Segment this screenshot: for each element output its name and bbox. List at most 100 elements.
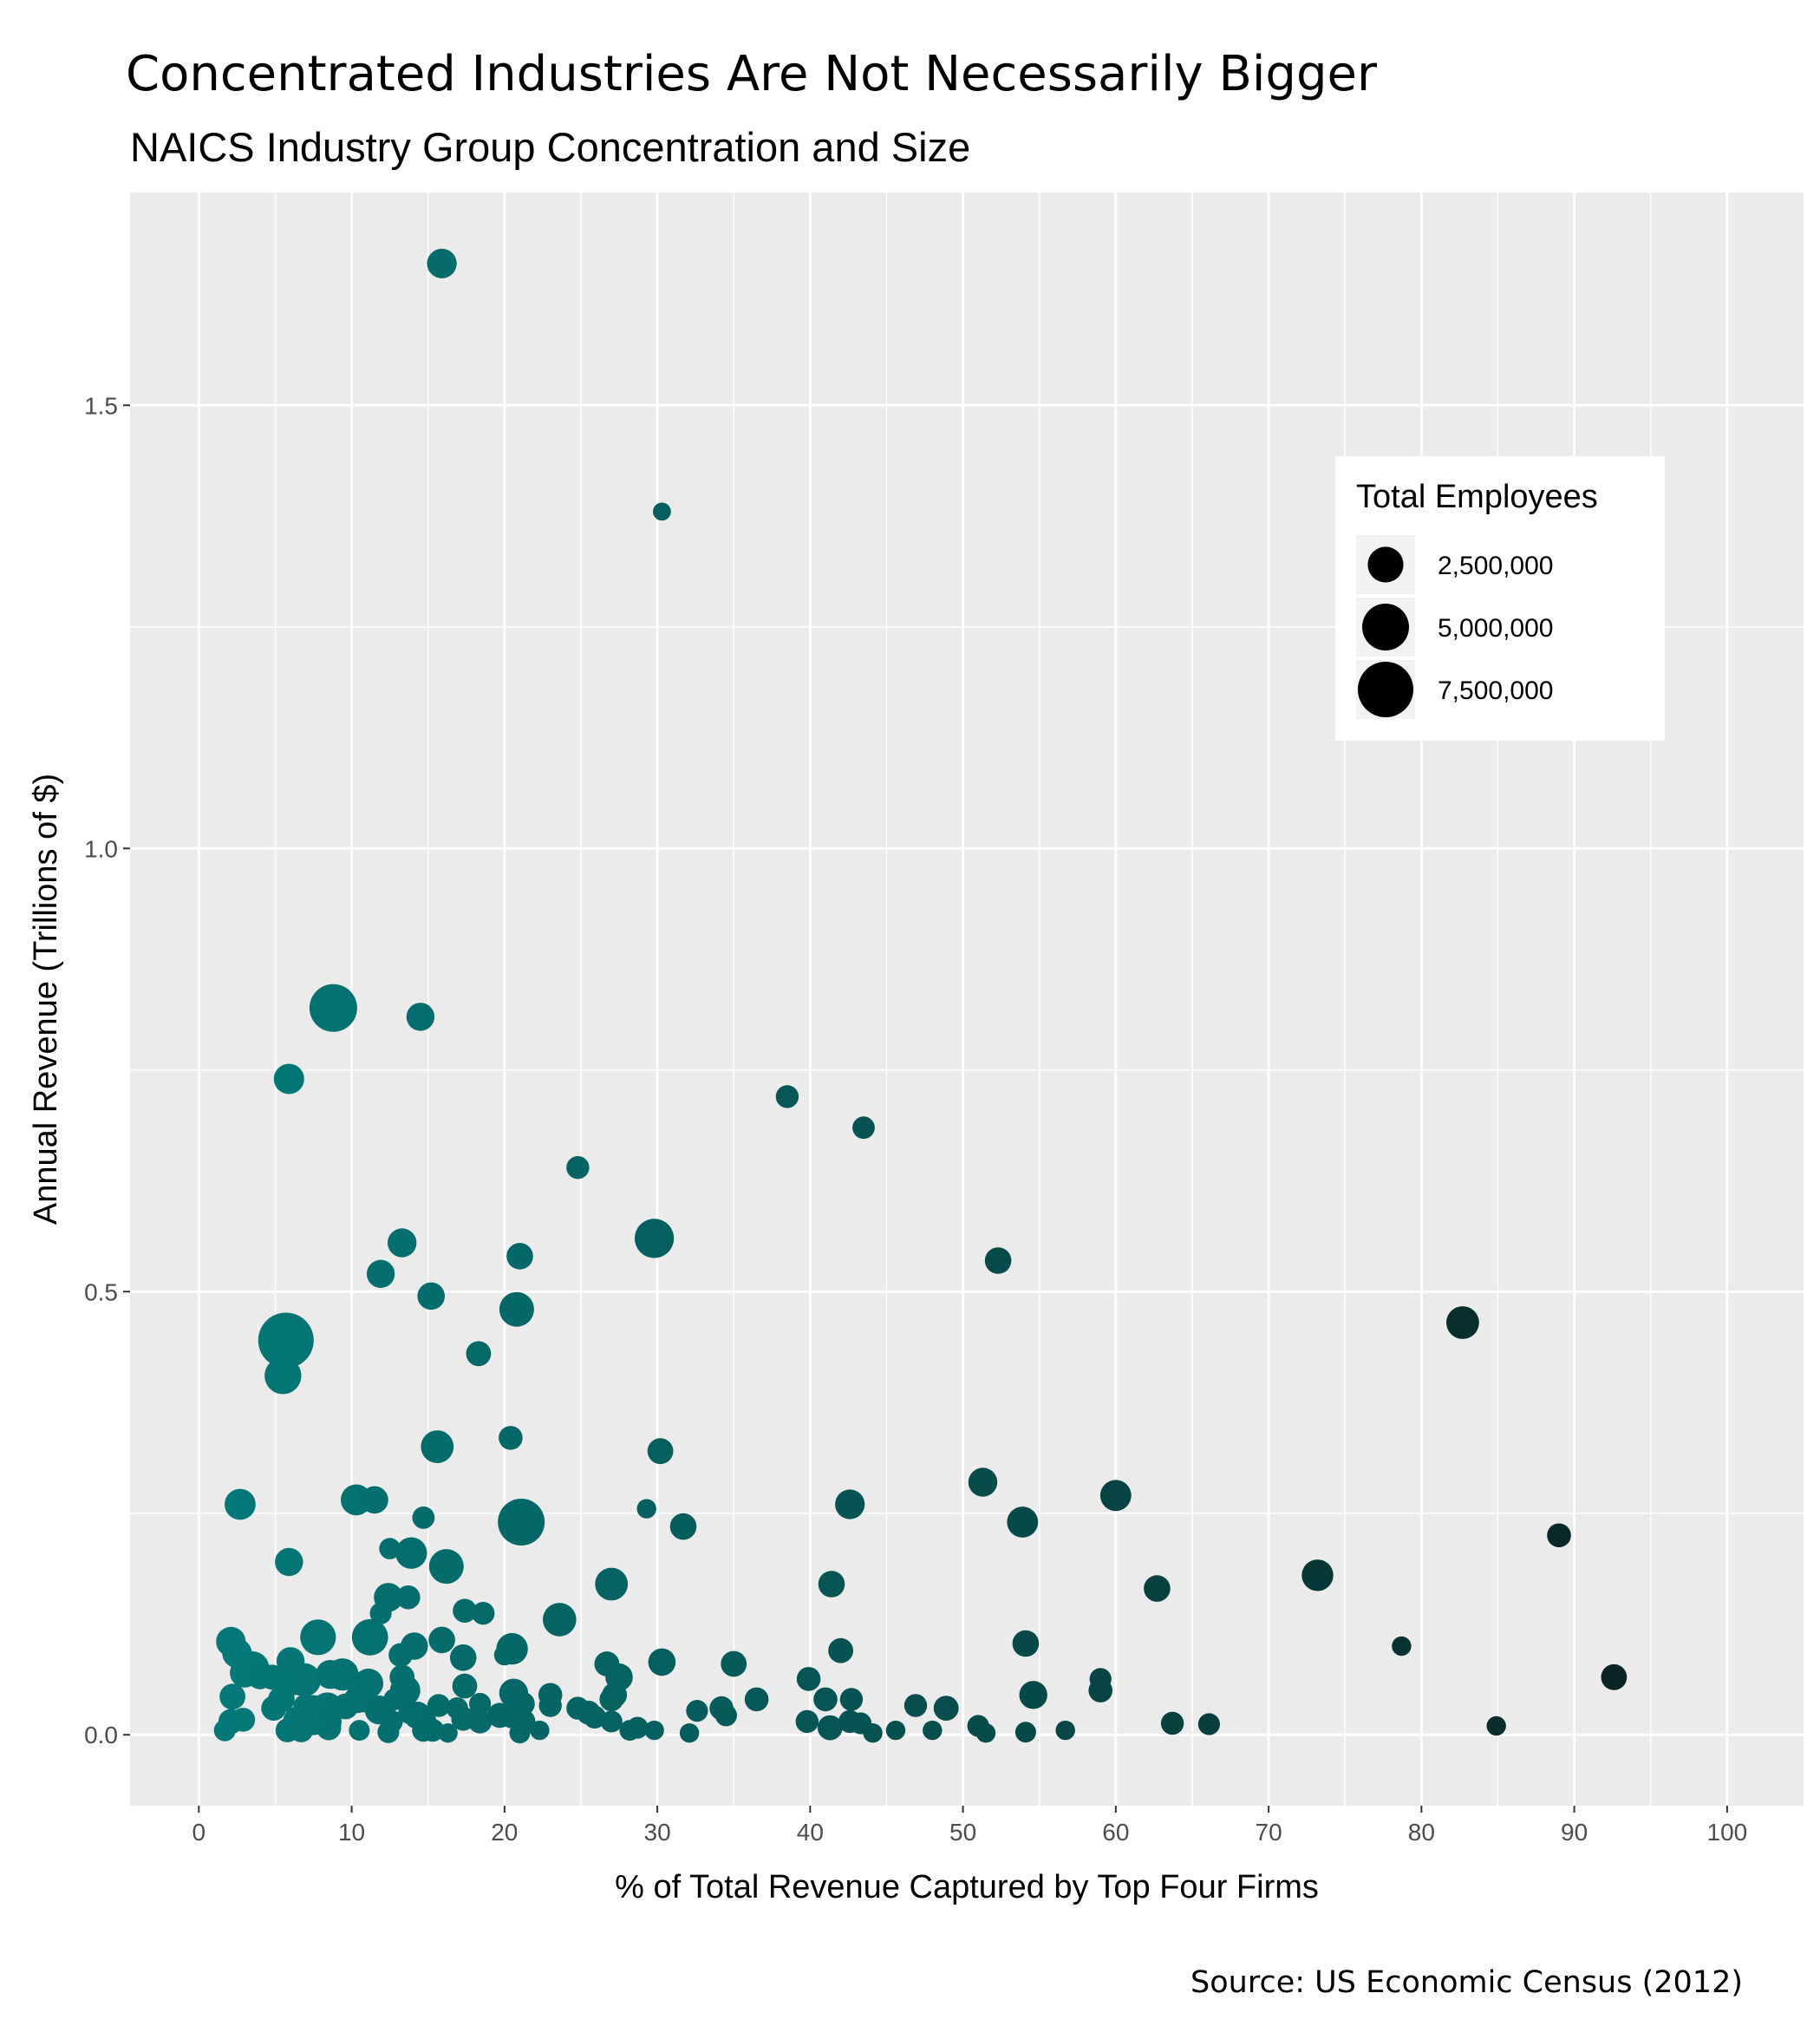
- data-point: [369, 1602, 392, 1624]
- data-point: [817, 1715, 843, 1741]
- data-point: [438, 1723, 458, 1743]
- data-point: [714, 1704, 738, 1727]
- data-point: [509, 1722, 531, 1744]
- data-point: [467, 1709, 493, 1734]
- data-point: [653, 502, 671, 521]
- y-tick-label: 0.5: [84, 1278, 118, 1305]
- data-point: [796, 1667, 821, 1691]
- data-point: [679, 1723, 700, 1743]
- data-point: [213, 1719, 236, 1742]
- data-point: [839, 1688, 864, 1711]
- data-point: [775, 1085, 799, 1108]
- data-point: [351, 1618, 388, 1656]
- data-point: [566, 1696, 590, 1720]
- x-tick-label: 90: [1561, 1819, 1588, 1846]
- data-point: [1547, 1523, 1571, 1548]
- data-point: [1392, 1636, 1412, 1657]
- legend-entries: 2,500,000 5,000,000 7,500,000: [1356, 535, 1553, 719]
- data-point: [446, 1697, 468, 1720]
- data-point: [499, 1426, 523, 1450]
- y-tick-label: 1.0: [84, 835, 118, 862]
- data-point: [813, 1687, 838, 1712]
- data-point: [648, 1648, 676, 1676]
- data-point: [428, 1626, 455, 1654]
- data-point: [383, 1688, 406, 1710]
- data-point: [1089, 1668, 1112, 1690]
- data-point: [1007, 1506, 1039, 1538]
- y-axis: 0.0 0.5 1.0 1.5: [84, 392, 130, 1748]
- data-point: [289, 1718, 314, 1742]
- data-point: [1160, 1711, 1184, 1735]
- y-tick-label: 0.0: [84, 1722, 118, 1748]
- size-legend: Total Employees 2,500,000 5,000,000 7,500,…: [1335, 456, 1665, 741]
- legend-label: 7,500,000: [1438, 676, 1553, 705]
- chart-title: Concentrated Industries Are Not Necessar…: [126, 46, 1378, 102]
- data-point: [795, 1709, 819, 1734]
- data-point: [427, 248, 457, 278]
- data-point: [316, 1660, 345, 1689]
- data-point: [686, 1700, 708, 1722]
- data-point: [1055, 1720, 1075, 1741]
- data-point: [1601, 1663, 1628, 1690]
- x-axis-title: % of Total Revenue Captured by Top Four …: [615, 1869, 1319, 1905]
- x-tick-label: 70: [1256, 1819, 1282, 1846]
- y-axis-title: Annual Revenue (Trillions of $): [28, 774, 64, 1225]
- data-point: [275, 1547, 303, 1577]
- data-point: [499, 1291, 534, 1327]
- source-caption: Source: US Economic Census (2012): [1191, 1965, 1743, 2000]
- data-point: [332, 1693, 359, 1720]
- data-point: [366, 1259, 395, 1289]
- x-tick-label: 60: [1102, 1819, 1129, 1846]
- data-point: [1014, 1722, 1036, 1743]
- data-point: [566, 1156, 590, 1180]
- data-point: [885, 1720, 906, 1741]
- data-point: [225, 1488, 256, 1520]
- data-point: [219, 1683, 245, 1710]
- x-tick-label: 30: [644, 1819, 671, 1846]
- data-point: [1197, 1713, 1220, 1735]
- x-tick-label: 40: [797, 1819, 824, 1846]
- data-point: [427, 1694, 451, 1717]
- y-tick-label: 1.5: [84, 392, 118, 419]
- data-point: [388, 1228, 417, 1258]
- plot-panel: [130, 193, 1804, 1806]
- data-point: [259, 1664, 285, 1690]
- data-point: [1012, 1630, 1040, 1657]
- data-point: [498, 1499, 545, 1546]
- data-point: [583, 1705, 606, 1729]
- data-point: [1301, 1559, 1334, 1591]
- data-point: [395, 1537, 427, 1569]
- data-point: [669, 1513, 697, 1540]
- data-point: [396, 1585, 421, 1610]
- data-point: [599, 1687, 623, 1712]
- data-point: [309, 984, 357, 1032]
- data-point: [636, 1499, 656, 1519]
- data-point: [644, 1720, 664, 1741]
- legend-key-point: [1367, 546, 1404, 583]
- legend-label: 2,500,000: [1438, 552, 1553, 580]
- data-point: [231, 1708, 256, 1732]
- data-point: [421, 1430, 454, 1463]
- data-point: [923, 1720, 943, 1741]
- data-point: [619, 1720, 641, 1742]
- legend-label: 5,000,000: [1438, 614, 1553, 643]
- data-point: [984, 1247, 1012, 1274]
- x-tick-label: 50: [949, 1819, 976, 1846]
- data-point: [349, 1720, 370, 1742]
- data-point: [595, 1567, 629, 1601]
- data-point: [469, 1692, 492, 1716]
- data-point: [933, 1696, 959, 1721]
- data-point: [261, 1696, 287, 1721]
- data-point: [828, 1637, 853, 1663]
- data-point: [379, 1538, 401, 1559]
- data-point: [511, 1691, 535, 1716]
- grid-major: [130, 193, 1804, 1806]
- data-point: [721, 1650, 747, 1677]
- data-point: [600, 1710, 623, 1733]
- x-axis: 0 10 20 30 40 50 60 70 80 90 100: [192, 1806, 1747, 1846]
- data-point: [421, 1718, 445, 1742]
- legend-key-point: [1358, 662, 1413, 717]
- data-point: [398, 1701, 421, 1724]
- legend-key-point: [1362, 604, 1409, 650]
